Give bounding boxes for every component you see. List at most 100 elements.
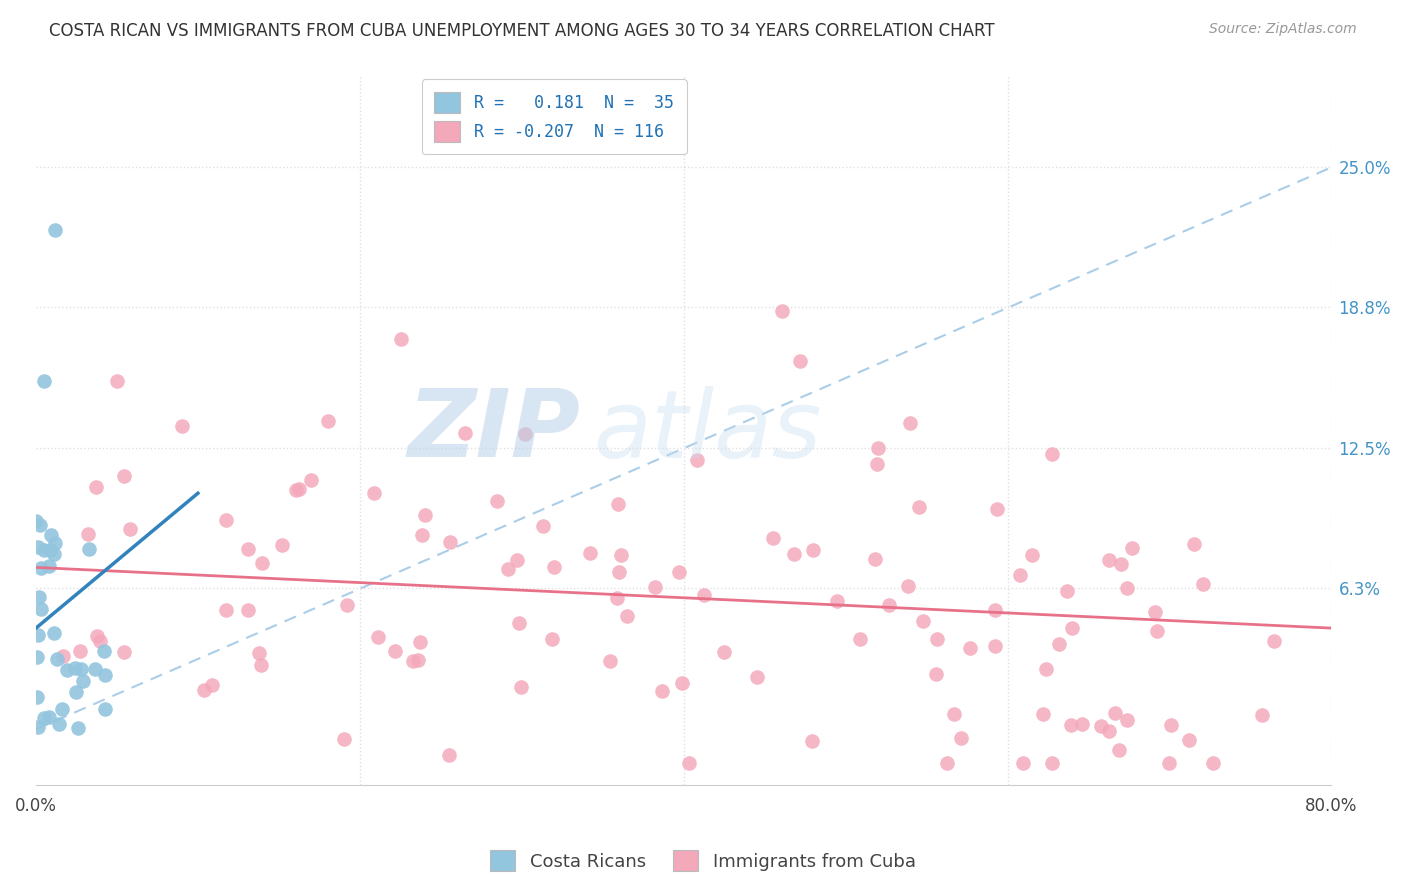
Point [513,426,536,441]
Point [1021,548,1043,562]
Point [1032,707,1054,722]
Point [402,654,425,668]
Point [1104,706,1126,721]
Point [762,531,785,545]
Point [1071,716,1094,731]
Point [94,701,117,715]
Point [1060,621,1083,635]
Point [93,668,115,682]
Point [1144,605,1167,619]
Point [508,616,530,631]
Legend: R =   0.181  N =  35, R = -0.207  N = 116: R = 0.181 N = 35, R = -0.207 N = 116 [422,79,686,154]
Point [406,653,429,667]
Legend: Costa Ricans, Immigrants from Cuba: Costa Ricans, Immigrants from Cuba [482,843,924,879]
Point [55,663,77,677]
Point [42,547,65,561]
Point [1115,581,1137,595]
Point [30,517,52,532]
Point [911,614,934,628]
Point [925,632,948,647]
Point [983,639,1005,653]
Point [531,519,554,533]
Point [32,374,55,388]
Point [215,513,238,527]
Point [1047,636,1070,650]
Point [984,603,1007,617]
Text: Source: ZipAtlas.com: Source: ZipAtlas.com [1209,22,1357,37]
Point [83,662,105,676]
Point [27,628,49,642]
Point [27,540,49,554]
Point [609,549,631,563]
Point [93,643,115,657]
Point [288,482,311,496]
Point [69,644,91,658]
Point [65,685,87,699]
Point [745,670,768,684]
Point [66,721,89,735]
Point [170,418,193,433]
Point [316,414,339,428]
Point [25,514,48,528]
Point [38,558,60,573]
Point [849,632,872,647]
Point [413,508,436,523]
Point [713,645,735,659]
Point [1040,447,1063,461]
Point [252,556,274,570]
Point [42,626,65,640]
Point [543,559,565,574]
Point [236,542,259,557]
Point [693,589,716,603]
Point [454,425,477,440]
Point [439,748,461,763]
Point [1012,756,1035,770]
Point [70,663,93,677]
Point [439,534,461,549]
Point [39,543,62,558]
Text: ZIP: ZIP [408,385,581,477]
Point [285,483,308,498]
Point [950,731,973,745]
Point [599,654,621,668]
Point [236,603,259,617]
Text: COSTA RICAN VS IMMIGRANTS FROM CUBA UNEMPLOYMENT AMONG AGES 30 TO 34 YEARS CORRE: COSTA RICAN VS IMMIGRANTS FROM CUBA UNEM… [49,22,995,40]
Point [51,702,73,716]
Point [897,578,920,592]
Point [333,731,356,746]
Point [39,527,62,541]
Point [25,690,48,704]
Point [38,710,60,724]
Point [1090,719,1112,733]
Point [770,303,793,318]
Point [48,717,70,731]
Point [25,649,48,664]
Point [247,646,270,660]
Point [30,560,52,574]
Point [1191,577,1213,591]
Point [607,566,630,580]
Point [1202,756,1225,770]
Point [72,674,94,689]
Point [215,603,238,617]
Point [112,468,135,483]
Point [1056,584,1078,599]
Point [541,632,564,647]
Point [496,562,519,576]
Point [1040,756,1063,770]
Point [32,711,55,725]
Point [668,565,690,579]
Point [866,457,889,471]
Point [1182,537,1205,551]
Point [1098,724,1121,739]
Point [1178,732,1201,747]
Point [384,644,406,658]
Point [32,543,55,558]
Point [77,542,100,557]
Point [925,666,948,681]
Point [935,756,957,770]
Point [877,598,900,612]
Point [783,547,806,561]
Point [1109,558,1132,572]
Point [63,660,86,674]
